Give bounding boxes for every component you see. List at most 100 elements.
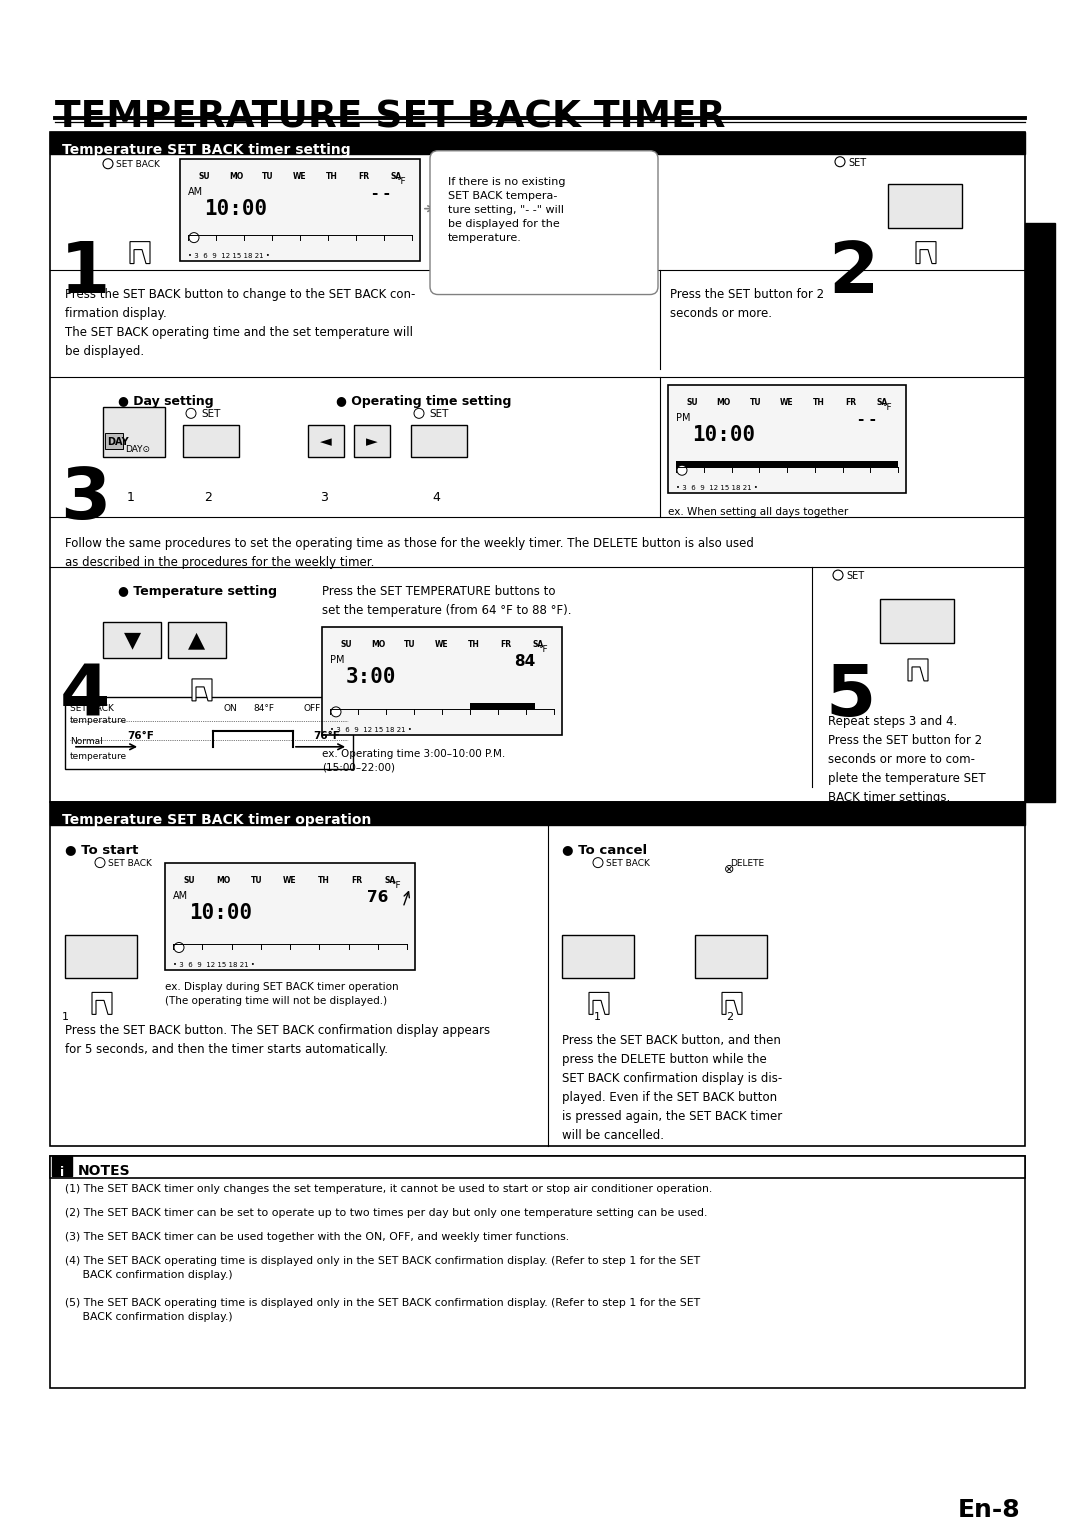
- Text: OFF: OFF: [303, 704, 321, 714]
- Bar: [50, 131, 1025, 802]
- Text: °F: °F: [538, 645, 548, 654]
- Text: SU: SU: [686, 399, 698, 408]
- Text: 3: 3: [320, 490, 328, 504]
- Text: Press the SET BACK button, and then
press the DELETE button while the
SET BACK c: Press the SET BACK button, and then pres…: [562, 1034, 782, 1143]
- Text: SET: SET: [201, 410, 220, 419]
- Text: 1: 1: [127, 490, 135, 504]
- Text: Temperature SET BACK timer setting: Temperature SET BACK timer setting: [62, 142, 351, 157]
- Text: °F: °F: [391, 880, 401, 889]
- Text: temperature: temperature: [70, 715, 127, 724]
- Bar: [676, 461, 897, 468]
- Text: TU: TU: [251, 876, 262, 885]
- Circle shape: [330, 707, 341, 717]
- Text: - -: - -: [372, 186, 390, 200]
- Text: ▲: ▲: [188, 630, 205, 649]
- Text: Press the SET button for 2
seconds or more.: Press the SET button for 2 seconds or mo…: [670, 287, 824, 319]
- Text: 3:00: 3:00: [346, 666, 396, 688]
- Text: 76°F: 76°F: [313, 730, 340, 741]
- Bar: [65, 697, 353, 769]
- Bar: [1025, 223, 1055, 802]
- Text: • 3  6  9  12 15 18 21 •: • 3 6 9 12 15 18 21 •: [188, 252, 270, 258]
- Text: 1: 1: [62, 1013, 68, 1022]
- Bar: [65, 935, 137, 978]
- Bar: [470, 703, 536, 711]
- Circle shape: [174, 943, 184, 952]
- Text: Normal: Normal: [70, 736, 103, 746]
- Text: FR: FR: [845, 399, 856, 408]
- Bar: [880, 599, 954, 643]
- Text: ►: ►: [366, 434, 378, 449]
- Text: 5: 5: [825, 662, 875, 730]
- Circle shape: [103, 159, 113, 168]
- Polygon shape: [92, 992, 112, 1015]
- Text: (2) The SET BACK timer can be set to operate up to two times per day but only on: (2) The SET BACK timer can be set to ope…: [65, 1209, 707, 1218]
- Circle shape: [95, 857, 105, 868]
- Polygon shape: [589, 992, 609, 1015]
- Text: PM: PM: [676, 414, 690, 423]
- Bar: [50, 802, 1025, 825]
- Text: WE: WE: [435, 640, 449, 649]
- Text: ▼: ▼: [123, 630, 140, 649]
- Bar: [562, 935, 634, 978]
- Bar: [180, 159, 420, 261]
- Text: 10:00: 10:00: [189, 903, 252, 923]
- Text: DAY⊙: DAY⊙: [125, 445, 150, 454]
- Text: ⊗: ⊗: [724, 863, 734, 876]
- Text: TU: TU: [750, 399, 761, 408]
- Text: AM: AM: [188, 186, 203, 197]
- Bar: [50, 131, 1025, 154]
- Text: SU: SU: [340, 640, 352, 649]
- Text: 76°F: 76°F: [127, 730, 153, 741]
- Text: SU: SU: [184, 876, 195, 885]
- Polygon shape: [192, 678, 212, 701]
- Text: MO: MO: [229, 171, 243, 180]
- FancyBboxPatch shape: [430, 151, 658, 295]
- Text: TU: TU: [404, 640, 416, 649]
- Text: SU: SU: [199, 171, 210, 180]
- Text: TH: TH: [318, 876, 329, 885]
- Bar: [308, 425, 345, 457]
- Text: temperature: temperature: [70, 752, 127, 761]
- Text: (5) The SET BACK operating time is displayed only in the SET BACK confirmation d: (5) The SET BACK operating time is displ…: [65, 1297, 700, 1322]
- Text: Press the SET BACK button. The SET BACK confirmation display appears
for 5 secon: Press the SET BACK button. The SET BACK …: [65, 1024, 490, 1056]
- Text: TU: TU: [262, 171, 274, 180]
- Text: ● Day setting: ● Day setting: [118, 396, 214, 408]
- Text: ● Temperature setting: ● Temperature setting: [118, 585, 276, 597]
- Text: Temperature SET BACK timer operation: Temperature SET BACK timer operation: [62, 813, 372, 827]
- Text: MO: MO: [716, 399, 731, 408]
- Circle shape: [189, 232, 199, 243]
- Text: AM: AM: [173, 891, 188, 900]
- Text: SET: SET: [846, 571, 864, 581]
- Text: WE: WE: [293, 171, 307, 180]
- Text: SA: SA: [532, 640, 543, 649]
- Text: - -: - -: [858, 413, 876, 428]
- Text: i: i: [59, 1166, 64, 1180]
- Text: If there is no existing
SET BACK tempera-
ture setting, "- -" will
be displayed : If there is no existing SET BACK tempera…: [448, 177, 566, 243]
- Text: MO: MO: [370, 640, 386, 649]
- Bar: [354, 425, 390, 457]
- Bar: [696, 935, 767, 978]
- Text: 84°F: 84°F: [253, 704, 274, 714]
- Bar: [411, 425, 467, 457]
- Bar: [669, 385, 906, 494]
- Text: DAY: DAY: [107, 437, 129, 448]
- Text: TH: TH: [813, 399, 825, 408]
- Circle shape: [186, 408, 195, 419]
- Circle shape: [593, 857, 603, 868]
- Bar: [103, 622, 161, 659]
- Polygon shape: [908, 659, 928, 681]
- Circle shape: [833, 570, 843, 581]
- Text: FR: FR: [351, 876, 363, 885]
- Text: 10:00: 10:00: [204, 199, 267, 219]
- Bar: [165, 863, 415, 970]
- Text: SET BACK: SET BACK: [606, 859, 650, 868]
- Text: PM: PM: [330, 656, 345, 665]
- Text: ex. Operating time 3:00–10:00 P.M.
(15:00–22:00): ex. Operating time 3:00–10:00 P.M. (15:0…: [322, 749, 505, 773]
- Text: MO: MO: [216, 876, 230, 885]
- Bar: [103, 408, 165, 457]
- Text: • 3  6  9  12 15 18 21 •: • 3 6 9 12 15 18 21 •: [676, 486, 758, 490]
- Text: Follow the same procedures to set the operating time as those for the weekly tim: Follow the same procedures to set the op…: [65, 538, 754, 568]
- Text: 1: 1: [594, 1013, 600, 1022]
- Text: (3) The SET BACK timer can be used together with the ON, OFF, and weekly timer f: (3) The SET BACK timer can be used toget…: [65, 1232, 569, 1242]
- Text: FR: FR: [500, 640, 512, 649]
